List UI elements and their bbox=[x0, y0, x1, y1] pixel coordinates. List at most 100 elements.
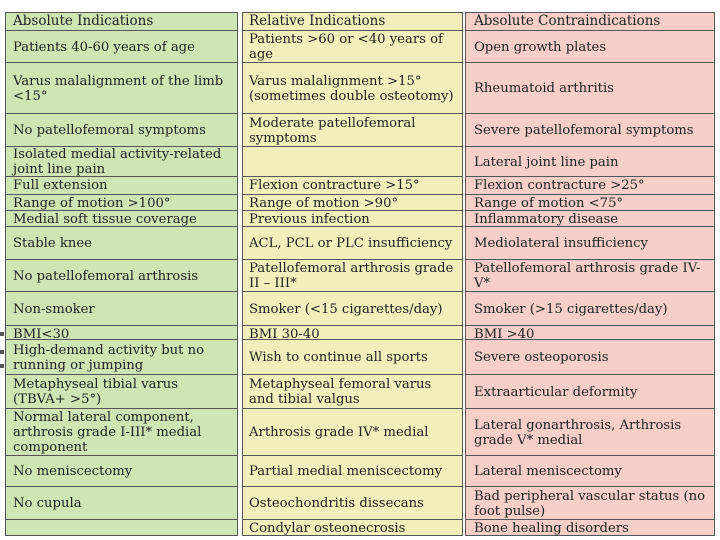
rel-row-8: ACL, PCL or PLC insufficiency bbox=[243, 227, 462, 260]
rel-row-4 bbox=[243, 147, 462, 177]
con-row-text: Rheumatoid arthritis bbox=[474, 81, 614, 96]
con-row-text: Severe patellofemoral symptoms bbox=[474, 123, 694, 138]
abs-row-15: No meniscectomy bbox=[6, 456, 237, 487]
con-row-text: Flexion contracture >25° bbox=[474, 178, 645, 193]
con-row-10: Smoker (>15 cigarettes/day) bbox=[466, 292, 714, 326]
rel-row-15: Partial medial meniscectomy bbox=[243, 456, 462, 487]
edge-mark bbox=[0, 332, 4, 336]
rel-row-text: Arthrosis grade IV* medial bbox=[249, 425, 429, 440]
rel-row-text: Previous infection bbox=[249, 212, 370, 227]
rel-row-7: Previous infection bbox=[243, 211, 462, 227]
rel-row-3: Moderate patellofemoral symptoms bbox=[243, 114, 462, 147]
abs-row-text: Varus malalignment of the limb <15° bbox=[13, 73, 224, 104]
con-row-9: Patellofemoral arthrosis grade IV-V* bbox=[466, 260, 714, 292]
con-row-1: Open growth plates bbox=[466, 31, 714, 63]
abs-row-text: Non-smoker bbox=[13, 301, 95, 317]
rel-row-text: Condylar osteonecrosis bbox=[249, 521, 406, 536]
con-row-16: Bad peripheral vascular status (no foot … bbox=[466, 487, 714, 520]
con-row-text: Open growth plates bbox=[474, 39, 607, 55]
rel-row-text: BMI 30-40 bbox=[249, 327, 320, 340]
con-row-8: Mediolateral insufficiency bbox=[466, 227, 714, 260]
rel-row-1: Patients >60 or <40 years of age bbox=[243, 31, 462, 63]
rel-row-text: Range of motion >90° bbox=[249, 196, 399, 211]
abs-row-17 bbox=[6, 520, 237, 537]
con-row-text: Smoker (>15 cigarettes/day) bbox=[474, 301, 668, 317]
abs-row-text: Normal lateral component, arthrosis grad… bbox=[13, 410, 202, 455]
con-row-text: BMI >40 bbox=[474, 327, 535, 340]
rel-row-text: Patients >60 or <40 years of age bbox=[249, 32, 443, 62]
con-row-text: Mediolateral insufficiency bbox=[474, 236, 648, 251]
rel-row-10: Smoker (<15 cigarettes/day) bbox=[243, 292, 462, 326]
abs-row-9: No patellofemoral arthrosis bbox=[6, 260, 237, 292]
con-row-text: Range of motion <75° bbox=[474, 196, 624, 211]
con-row-17: Bone healing disorders bbox=[466, 520, 714, 537]
rel-row-text: Moderate patellofemoral symptoms bbox=[249, 115, 416, 146]
abs-row-text: Stable knee bbox=[13, 236, 92, 251]
con-row-text: Bone healing disorders bbox=[474, 521, 629, 536]
con-row-5: Flexion contracture >25° bbox=[466, 177, 714, 195]
con-row-text: Severe osteoporosis bbox=[474, 350, 609, 365]
abs-row-1: Patients 40-60 years of age bbox=[6, 31, 237, 63]
abs-row-4: Isolated medial activity-related joint l… bbox=[6, 147, 237, 177]
abs-row-text: No patellofemoral arthrosis bbox=[13, 268, 199, 284]
rel-row-11: BMI 30-40 bbox=[243, 326, 462, 340]
abs-row-12: High-demand activity but no running or j… bbox=[6, 340, 237, 375]
abs-row-text: Medial soft tissue coverage bbox=[13, 212, 197, 227]
abs-row-text: High-demand activity but no running or j… bbox=[13, 342, 205, 373]
con-row-14: Lateral gonarthrosis, Arthrosis grade V*… bbox=[466, 409, 714, 456]
abs-row-3: No patellofemoral symptoms bbox=[6, 114, 237, 147]
rel-row-text: Wish to continue all sports bbox=[249, 350, 428, 365]
rel-row-text: Varus malalignment >15° (sometimes doubl… bbox=[249, 73, 454, 104]
rel-row-16: Osteochondritis dissecans bbox=[243, 487, 462, 520]
edge-mark bbox=[0, 350, 4, 354]
abs-row-10: Non-smoker bbox=[6, 292, 237, 326]
con-row-7: Inflammatory disease bbox=[466, 211, 714, 227]
abs-row-2: Varus malalignment of the limb <15° bbox=[6, 63, 237, 114]
abs-row-text: Full extension bbox=[13, 178, 108, 193]
con-row-15: Lateral meniscectomy bbox=[466, 456, 714, 487]
relative-indications-column: Relative Indications Patients >60 or <40 … bbox=[242, 12, 463, 536]
con-row-text: Patellofemoral arthrosis grade IV-V* bbox=[474, 261, 701, 291]
rel-row-17: Condylar osteonecrosis bbox=[243, 520, 462, 537]
con-row-13: Extraarticular deformity bbox=[466, 375, 714, 409]
rel-row-2: Varus malalignment >15° (sometimes doubl… bbox=[243, 63, 462, 114]
abs-row-8: Stable knee bbox=[6, 227, 237, 260]
rel-row-6: Range of motion >90° bbox=[243, 195, 462, 211]
con-row-text: Bad peripheral vascular status (no foot … bbox=[474, 488, 706, 519]
rel-row-text: Osteochondritis dissecans bbox=[249, 496, 424, 511]
con-row-text: Extraarticular deformity bbox=[474, 384, 638, 400]
rel-row-text: Flexion contracture >15° bbox=[249, 178, 420, 193]
con-row-2: Rheumatoid arthritis bbox=[466, 63, 714, 114]
absolute-contraindications-column: Absolute Contraindications Open growth pl… bbox=[465, 12, 715, 536]
con-row-4: Lateral joint line pain bbox=[466, 147, 714, 177]
abs-row-text: BMI<30 bbox=[13, 327, 70, 340]
rel-header: Relative Indications bbox=[243, 13, 462, 31]
abs-row-16: No cupula bbox=[6, 487, 237, 520]
edge-mark bbox=[0, 364, 4, 368]
abs-row-text: No meniscectomy bbox=[13, 464, 133, 479]
abs-row-6: Range of motion >100° bbox=[6, 195, 237, 211]
abs-row-14: Normal lateral component, arthrosis grad… bbox=[6, 409, 237, 456]
abs-row-text: No cupula bbox=[13, 496, 82, 511]
rel-row-text: Partial medial meniscectomy bbox=[249, 464, 443, 479]
abs-header: Absolute Indications bbox=[6, 13, 237, 31]
con-row-text: Lateral meniscectomy bbox=[474, 464, 622, 479]
abs-row-text: Patients 40-60 years of age bbox=[13, 39, 195, 55]
rel-row-9: Patellofemoral arthrosis grade II – III* bbox=[243, 260, 462, 292]
rel-row-5: Flexion contracture >15° bbox=[243, 177, 462, 195]
abs-row-7: Medial soft tissue coverage bbox=[6, 211, 237, 227]
rel-row-14: Arthrosis grade IV* medial bbox=[243, 409, 462, 456]
con-row-text: Inflammatory disease bbox=[474, 212, 619, 227]
con-row-11: BMI >40 bbox=[466, 326, 714, 340]
rel-row-text: ACL, PCL or PLC insufficiency bbox=[249, 236, 453, 251]
con-row-text: Lateral gonarthrosis, Arthrosis grade V*… bbox=[474, 417, 682, 448]
abs-row-11: BMI<30 bbox=[6, 326, 237, 340]
rel-row-text: Smoker (<15 cigarettes/day) bbox=[249, 301, 443, 317]
abs-row-text: Metaphyseal tibial varus (TBVA+ >5°) bbox=[13, 377, 179, 407]
con-header: Absolute Contraindications bbox=[466, 13, 714, 31]
abs-row-text: Isolated medial activity-related joint l… bbox=[13, 147, 222, 177]
abs-row-text: No patellofemoral symptoms bbox=[13, 123, 206, 138]
con-row-text: Lateral joint line pain bbox=[474, 154, 619, 170]
con-row-12: Severe osteoporosis bbox=[466, 340, 714, 375]
absolute-indications-column: Absolute Indications Patients 40-60 years… bbox=[5, 12, 238, 536]
